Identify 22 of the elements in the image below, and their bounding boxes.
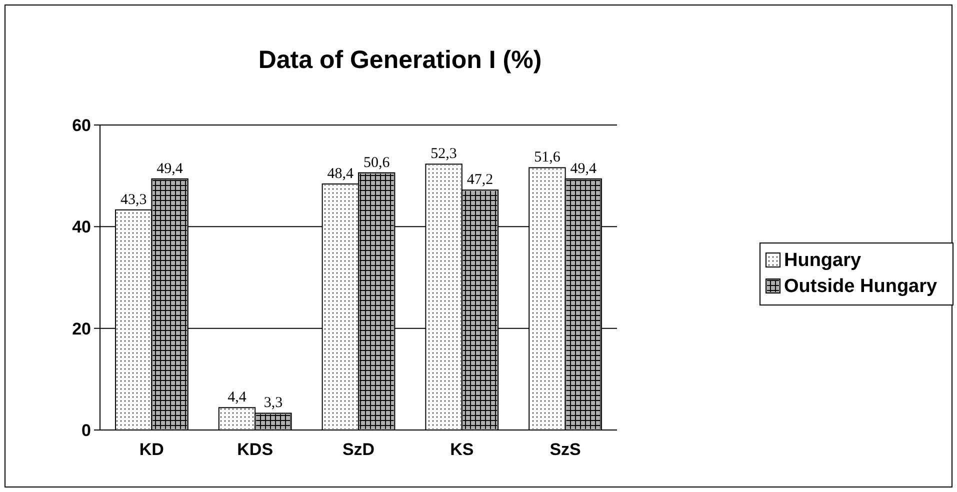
- data-label: 52,3: [430, 146, 457, 162]
- data-label: 47,2: [466, 172, 494, 188]
- x-tick-label: SzS: [550, 440, 581, 459]
- data-label: 4,4: [228, 390, 247, 406]
- data-label: 3,3: [264, 395, 283, 412]
- y-tick-label: 20: [72, 319, 91, 338]
- y-tick-label: 60: [72, 116, 91, 135]
- y-tick-label: 0: [82, 420, 91, 440]
- data-label: 50,6: [363, 154, 390, 171]
- data-label: 49,4: [156, 160, 184, 177]
- chart-title: Data of Generation I (%): [258, 46, 542, 74]
- y-tick-label: 40: [72, 218, 91, 237]
- x-tick-label: KS: [450, 440, 474, 459]
- legend-label: Hungary: [784, 250, 862, 271]
- legend-label: Outside Hungary: [784, 276, 938, 297]
- x-tick-label: KD: [139, 440, 164, 459]
- data-label: 48,4: [327, 166, 354, 182]
- data-label: 49,4: [570, 160, 598, 177]
- x-tick-label: KDS: [237, 440, 274, 459]
- data-label: 51,6: [534, 150, 561, 166]
- x-tick-label: SzD: [342, 440, 375, 459]
- data-label: 43,3: [120, 192, 147, 208]
